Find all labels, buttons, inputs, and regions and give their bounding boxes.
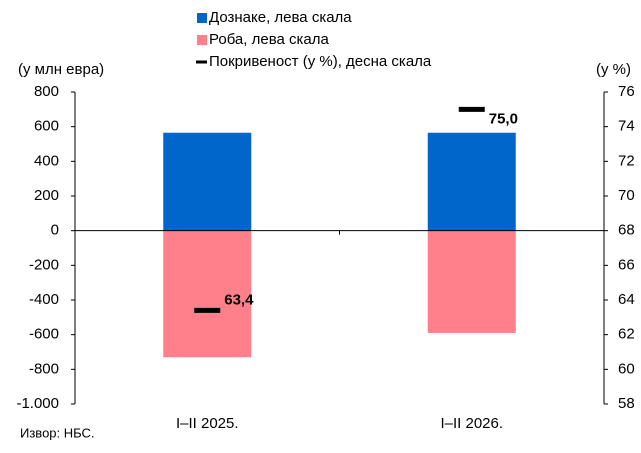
legend-swatch: [197, 13, 207, 23]
y-tick-label: 400: [34, 152, 59, 169]
legend-label: Роба, лева скала: [209, 31, 330, 48]
source: Извор: НБС.: [20, 425, 95, 440]
legend-label: Дознаке, лева скала: [209, 9, 352, 26]
y2-tick-label: 72: [618, 152, 635, 169]
y-axis-label: (у млн евра): [18, 61, 104, 78]
legend-swatch: [197, 35, 207, 45]
y-tick-label: -400: [29, 291, 59, 308]
bar: [427, 132, 516, 231]
y-tick-label: -1.000: [16, 395, 59, 412]
bar: [163, 132, 252, 231]
y-tick-label: -600: [29, 326, 59, 343]
bar: [427, 230, 516, 333]
y2-tick-label: 66: [618, 256, 635, 273]
y2-tick-label: 62: [618, 326, 635, 343]
y2-tick-label: 64: [618, 291, 635, 308]
y2-tick-label: 76: [618, 83, 635, 100]
x-tick-label: I–II 2026.: [440, 415, 503, 432]
y-tick-label: 800: [34, 83, 59, 100]
y2-tick-label: 74: [618, 118, 635, 135]
y2-axis-label: (у %): [596, 61, 631, 78]
y2-tick-label: 70: [618, 187, 635, 204]
y2-tick-label: 58: [618, 395, 635, 412]
legend-label: Покривеност (у %), десна скала: [209, 53, 432, 70]
y-tick-label: -200: [29, 256, 59, 273]
data-label: 63,4: [224, 291, 254, 308]
y-tick-label: 600: [34, 118, 59, 135]
y-tick-label: 0: [51, 222, 59, 239]
data-label: 75,0: [489, 110, 518, 127]
bar: [163, 230, 252, 358]
y-tick-label: -800: [29, 360, 59, 377]
y-tick-label: 200: [34, 187, 59, 204]
y2-tick-label: 60: [618, 360, 635, 377]
y2-tick-label: 68: [618, 222, 635, 239]
x-tick-label: I–II 2025.: [176, 415, 239, 432]
